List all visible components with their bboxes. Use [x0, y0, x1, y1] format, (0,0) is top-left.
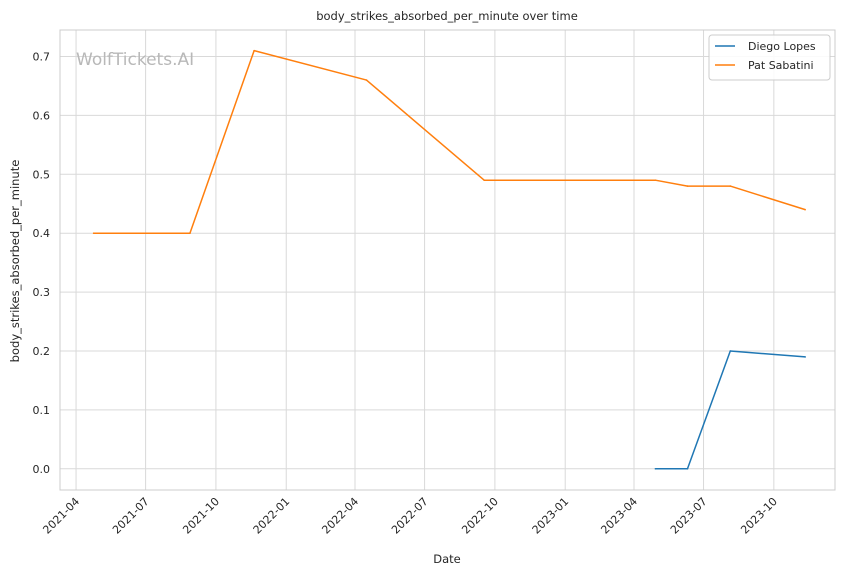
data-point	[654, 179, 657, 181]
y-axis-ticks: 0.0 0.1 0.2 0.3 0.4 0.5 0.6 0.7	[33, 51, 51, 476]
y-tick-label: 0.3	[33, 286, 51, 299]
data-point	[253, 49, 255, 52]
legend-label: Diego Lopes	[748, 40, 816, 53]
y-tick-label: 0.0	[33, 463, 51, 476]
y-tick-label: 0.2	[33, 345, 51, 358]
legend-label: Pat Sabatini	[748, 59, 814, 72]
series-line-1	[93, 49, 806, 234]
y-tick-label: 0.7	[33, 51, 51, 64]
x-axis-label: Date	[433, 552, 461, 566]
x-tick-label: 2023-01	[530, 495, 572, 537]
data-point	[804, 208, 806, 211]
y-tick-label: 0.6	[33, 109, 51, 122]
y-tick-label: 0.4	[33, 227, 51, 240]
legend: Diego Lopes Pat Sabatini	[708, 34, 831, 81]
y-tick-label: 0.5	[33, 168, 51, 181]
data-point	[686, 467, 689, 470]
x-tick-label: 2022-04	[319, 495, 361, 537]
x-tick-label: 2023-07	[668, 495, 710, 537]
y-axis-label: body_strikes_absorbed_per_minute	[8, 160, 22, 363]
y-tick-label: 0.1	[33, 404, 51, 417]
data-point	[483, 179, 485, 181]
data-point	[804, 356, 806, 358]
x-tick-label: 2022-10	[459, 495, 501, 537]
data-point	[189, 232, 191, 235]
data-point	[365, 79, 368, 81]
x-tick-label: 2023-10	[738, 495, 780, 537]
x-tick-label: 2021-04	[40, 495, 82, 537]
series-lines	[92, 49, 806, 470]
x-tick-label: 2022-01	[251, 495, 293, 537]
data-point	[92, 232, 95, 235]
data-point	[654, 467, 657, 470]
x-tick-label: 2023-04	[598, 495, 640, 537]
data-point	[729, 350, 732, 352]
grid	[60, 30, 835, 490]
plot-frame	[59, 29, 836, 491]
chart-title: body_strikes_absorbed_per_minute over ti…	[316, 9, 578, 23]
data-point	[729, 185, 732, 187]
x-tick-label: 2021-10	[180, 495, 222, 537]
series-line-0	[655, 350, 806, 470]
data-point	[686, 185, 689, 187]
x-tick-label: 2021-07	[110, 495, 152, 537]
x-tick-label: 2022-07	[389, 495, 431, 537]
watermark: WolfTickets.AI	[76, 50, 194, 70]
x-axis-ticks: 2021-04 2021-07 2021-10 2022-01 2022-04 2022-…	[40, 495, 780, 537]
legend-frame	[708, 34, 831, 81]
